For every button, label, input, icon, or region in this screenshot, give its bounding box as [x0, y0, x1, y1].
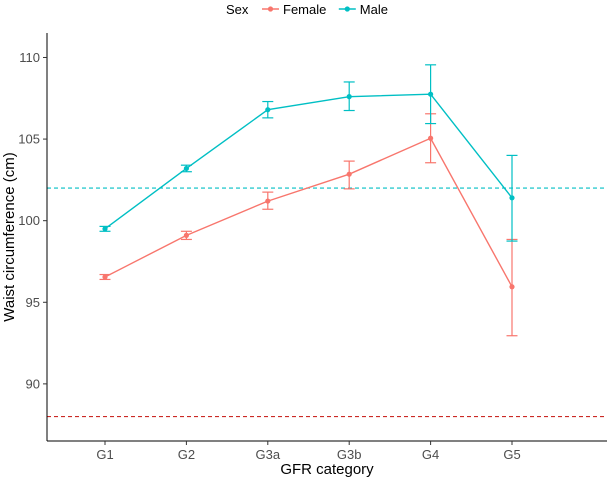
- female-series-line: [104, 137, 513, 288]
- male-data-point: [265, 107, 271, 113]
- reference-lines: [47, 187, 607, 418]
- male-data-point: [428, 91, 434, 97]
- male-data-point: [346, 94, 352, 100]
- series-layer: [99, 64, 518, 337]
- male-series-line: [104, 93, 513, 230]
- male-data-point: [102, 226, 108, 232]
- y-tick-label: 110: [19, 50, 40, 65]
- legend: Sex Female Male: [226, 2, 388, 17]
- female-data-point: [265, 198, 271, 204]
- male-legend-point: [344, 6, 350, 12]
- y-tick-label: 105: [18, 132, 40, 147]
- x-tick-label: G1: [96, 447, 113, 462]
- male-data-point: [183, 165, 189, 172]
- female-data-point: [102, 274, 108, 280]
- female-data-point: [428, 135, 434, 141]
- x-tick-label: G5: [503, 447, 520, 462]
- female-data-point: [183, 232, 189, 238]
- axes: 90 95 100 105 110 G1 G2 G3a G3b G4 G5: [18, 33, 607, 462]
- y-tick-label: 100: [18, 213, 40, 228]
- x-tick-label: G3a: [256, 447, 281, 462]
- x-tick-label: G2: [178, 447, 195, 462]
- female-legend-point: [267, 6, 274, 12]
- female-data-point: [509, 284, 515, 290]
- male-data-point: [509, 195, 515, 201]
- x-axis-title: GFR category: [280, 461, 374, 478]
- legend-title: Sex: [226, 2, 249, 17]
- y-tick-label: 95: [26, 295, 40, 310]
- male-legend-label: Male: [360, 2, 388, 17]
- x-tick-label: G3b: [337, 447, 362, 462]
- y-axis-title: Waist circumference (cm): [1, 152, 18, 321]
- female-data-point: [346, 171, 352, 177]
- x-tick-label: G4: [422, 447, 439, 462]
- y-tick-label: 90: [26, 376, 40, 391]
- female-legend-label: Female: [283, 2, 326, 17]
